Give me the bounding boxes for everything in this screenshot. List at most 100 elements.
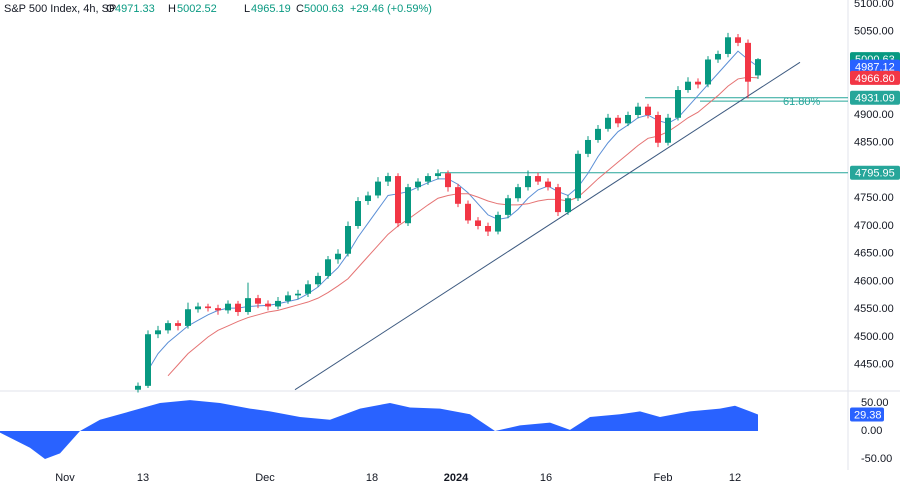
candle-body	[145, 334, 151, 386]
ohlc-label: C	[296, 3, 304, 15]
candle-body	[545, 181, 551, 188]
x-tick-label: 2024	[444, 472, 469, 484]
y-tick-label: 4900.00	[854, 109, 894, 121]
candle-body	[595, 128, 601, 140]
fib-label: 61.80%	[783, 96, 821, 108]
candle-body	[625, 114, 631, 124]
candle-body	[555, 187, 561, 213]
x-tick-label: Nov	[55, 472, 75, 484]
candle-body	[235, 303, 241, 313]
candle-body	[205, 306, 211, 309]
candle-body	[725, 37, 731, 54]
x-tick-label: Dec	[255, 472, 275, 484]
price-label-box	[850, 165, 900, 180]
candle-body	[415, 181, 421, 188]
candle-body	[565, 198, 571, 213]
candle-body	[215, 308, 221, 311]
candle-body	[675, 90, 681, 118]
y-tick-label: 4750.00	[854, 192, 894, 204]
candle-body	[735, 37, 741, 43]
candle-body	[755, 59, 761, 76]
candle-body	[375, 181, 381, 196]
candle-body	[475, 220, 481, 226]
x-tick-label: 18	[366, 472, 378, 484]
candle-body	[185, 309, 191, 326]
y-tick-label: -50.00	[861, 453, 892, 465]
price-label: 4795.95	[855, 168, 895, 180]
candle-body	[165, 323, 171, 331]
candle-body	[335, 253, 341, 260]
candle-body	[385, 176, 391, 182]
x-tick-label: 13	[137, 472, 149, 484]
candle-body	[225, 303, 231, 311]
candle-body	[425, 176, 431, 182]
candle-body	[395, 176, 401, 224]
oscillator-label-box	[850, 407, 884, 422]
price-label: 4931.09	[855, 93, 895, 105]
candle-body	[315, 275, 321, 285]
candle-body	[255, 298, 261, 304]
ohlc-label: L	[244, 3, 250, 15]
oscillator-area	[0, 400, 758, 460]
candle-body	[485, 225, 491, 232]
candle-body	[645, 106, 651, 115]
candle-body	[355, 201, 361, 226]
x-tick-label: 12	[729, 472, 741, 484]
candle-body	[505, 198, 511, 215]
candle-body	[715, 53, 721, 60]
price-label-box	[850, 59, 900, 74]
candle-body	[445, 173, 451, 188]
y-tick-label: 4500.00	[854, 331, 894, 343]
candle-body	[535, 176, 541, 182]
candle-body	[575, 153, 581, 199]
x-tick-label: 16	[540, 472, 552, 484]
candle-body	[495, 214, 501, 232]
price-label-box	[850, 90, 900, 105]
candle-body	[275, 300, 281, 307]
ohlc-value: 4965.19	[251, 3, 291, 15]
y-tick-label: 0.00	[861, 425, 882, 437]
ohlc-value: 5002.52	[177, 3, 217, 15]
candle-body	[615, 117, 621, 124]
candle-body	[305, 284, 311, 294]
y-tick-label: 4450.00	[854, 359, 894, 371]
candle-body	[195, 306, 201, 310]
y-tick-label: 4700.00	[854, 220, 894, 232]
candle-body	[635, 106, 641, 115]
candle-body	[155, 330, 161, 335]
price-label-box	[850, 70, 900, 85]
price-label: 4987.12	[855, 62, 895, 74]
ohlc-value: 4971.33	[115, 3, 155, 15]
y-tick-label: 4600.00	[854, 275, 894, 287]
symbol-title: S&P 500 Index, 4h, SP	[4, 3, 116, 15]
y-tick-label: 5050.00	[854, 26, 894, 38]
candle-body	[515, 187, 521, 199]
candle-body	[655, 114, 661, 143]
candle-body	[285, 295, 291, 301]
x-tick-label: Feb	[654, 472, 673, 484]
candle-body	[685, 81, 691, 91]
ohlc-label: O	[106, 3, 115, 15]
candle-body	[365, 195, 371, 202]
ohlc-label: H	[168, 3, 176, 15]
y-tick-label: 50.00	[861, 397, 889, 409]
candle-body	[135, 385, 141, 390]
candle-body	[585, 139, 591, 154]
y-tick-label: 4650.00	[854, 248, 894, 260]
candle-body	[745, 42, 751, 82]
y-tick-label: 4550.00	[854, 303, 894, 315]
y-tick-label: 4850.00	[854, 137, 894, 149]
candle-body	[325, 259, 331, 276]
price-label: 4966.80	[855, 73, 895, 85]
candle-body	[265, 303, 271, 307]
trendline	[294, 61, 801, 391]
candle-body	[525, 176, 531, 188]
candle-body	[435, 173, 441, 177]
candle-body	[295, 293, 301, 296]
oscillator-label: 29.38	[854, 409, 882, 421]
candle-body	[405, 187, 411, 224]
candle-body	[695, 81, 701, 85]
ohlc-value: 5000.63	[304, 3, 344, 15]
y-tick-label: 5100.00	[854, 0, 894, 10]
